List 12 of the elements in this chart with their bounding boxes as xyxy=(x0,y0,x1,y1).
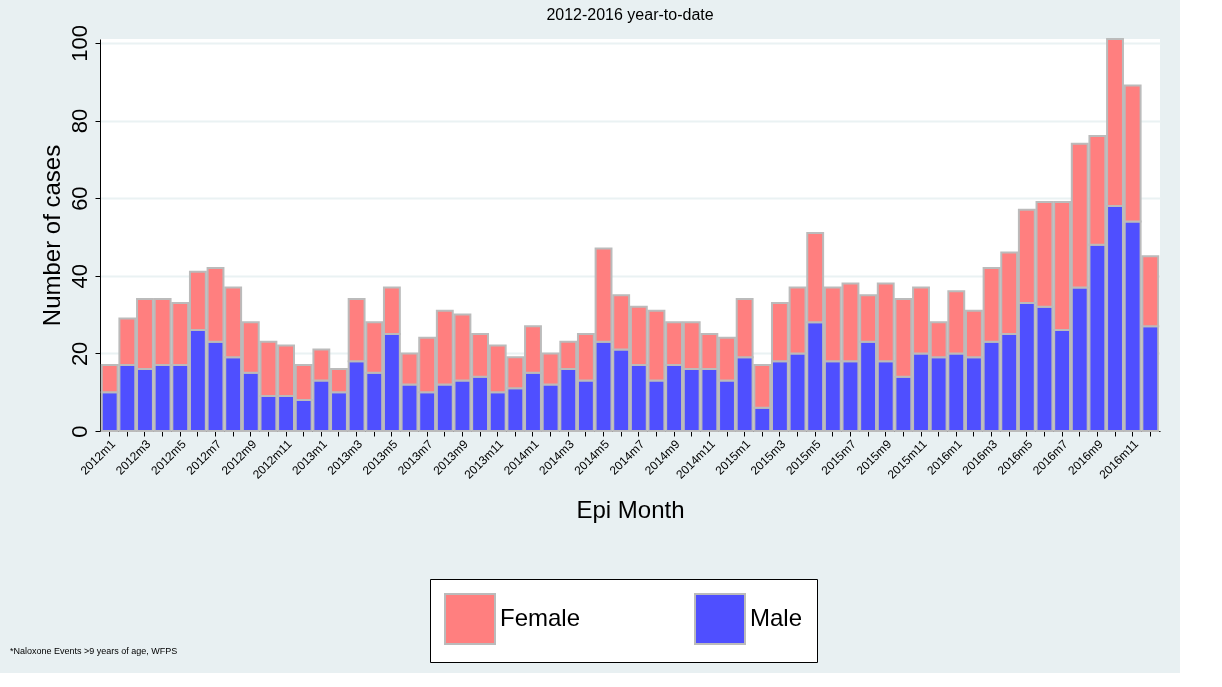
y-tick-label: 40 xyxy=(66,264,92,289)
y-tick-label: 60 xyxy=(66,186,92,211)
y-axis-title: Number of cases xyxy=(37,144,65,327)
legend-label: Female xyxy=(500,604,581,631)
legend-label: Male xyxy=(750,604,803,631)
y-tick-label: 100 xyxy=(66,25,92,62)
y-tick-label: 0 xyxy=(66,425,92,438)
text: *Naloxone Events >9 years of age, WFPS xyxy=(10,646,178,656)
y-tick-label: 80 xyxy=(66,108,92,134)
y-tick-label: 20 xyxy=(66,341,92,367)
x-axis-title: Epi Month xyxy=(576,496,685,524)
chart-title: 2012-2016 year-to-date xyxy=(546,5,714,23)
